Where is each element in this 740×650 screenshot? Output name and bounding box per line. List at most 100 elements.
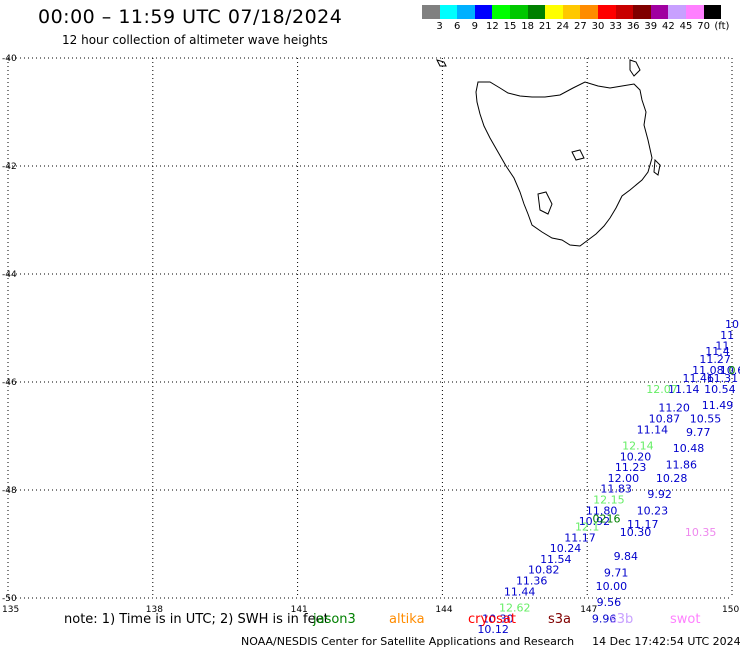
legend-swatch xyxy=(422,5,440,19)
wave-height-label: 11.46 xyxy=(682,372,714,385)
map-grid xyxy=(7,57,733,599)
wave-height-label: 9.96 xyxy=(592,612,617,625)
wave-height-label: 10.48 xyxy=(673,442,705,455)
legend-label: 42 xyxy=(662,21,675,32)
legend-swatch xyxy=(633,5,651,19)
page-title: 00:00 – 11:59 UTC 07/18/2024 xyxy=(38,6,343,28)
wave-height-label: 11.86 xyxy=(666,458,698,471)
wave-height-label: 12.62 xyxy=(499,602,531,615)
legend-label: 33 xyxy=(609,21,622,32)
legend-swatch xyxy=(685,5,704,19)
wave-height-label: 10.20 xyxy=(620,450,652,463)
wave-height-label: 12.15 xyxy=(593,494,625,507)
wave-height-label: 11 xyxy=(715,340,729,353)
wave-height-label: 11.31 xyxy=(707,372,739,385)
legend-swatches xyxy=(422,5,722,19)
wave-height-label: 10.92 xyxy=(579,515,611,528)
legend-swatch xyxy=(703,5,722,19)
legend-swatch xyxy=(527,5,546,19)
note-text: note: 1) Time is in UTC; 2) SWH is in fe… xyxy=(64,612,329,627)
legend-swatch xyxy=(509,5,528,19)
satellite-label-swot: swot xyxy=(670,612,701,627)
wave-height-label: 9.77 xyxy=(686,426,711,439)
legend-swatch xyxy=(457,5,475,19)
latitude-label: -40 xyxy=(2,54,17,64)
legend-swatch xyxy=(562,5,581,19)
wave-height-label: 12.07 xyxy=(646,383,678,396)
legend-label: 30 xyxy=(591,21,605,32)
legend-swatch xyxy=(492,5,510,19)
longitude-label: 150 xyxy=(722,605,739,615)
longitude-label: 138 xyxy=(146,605,163,615)
latitude-label: -44 xyxy=(2,270,17,280)
wave-height-label: 11.17 xyxy=(564,531,596,544)
wave-height-label: 11.08 xyxy=(692,364,724,377)
wave-height-label: 11.17 xyxy=(627,518,659,531)
legend-swatch xyxy=(615,5,634,19)
king-island-outline xyxy=(436,59,447,67)
wave-height-label: 10.6 xyxy=(720,364,740,377)
wave-height-label: 11.80 xyxy=(586,504,618,517)
latitude-label: -42 xyxy=(2,162,17,172)
footer-org: NOAA/NESDIS Center for Satellite Applica… xyxy=(241,635,575,648)
legend-label: 27 xyxy=(574,21,587,32)
page-subtitle: 12 hour collection of altimeter wave hei… xyxy=(62,33,328,47)
wave-height-label: 11.27 xyxy=(699,353,731,366)
satellite-label-cryosat: cryosat xyxy=(468,612,516,627)
latitude-labels: -40 -42 -44 -46 -48 -50 xyxy=(2,54,17,604)
legend-labels: 3 6 9 12 15 18 21 24 27 30 33 36 39 42 45 70 (ft) xyxy=(422,19,729,33)
wave-height-label: 10 xyxy=(725,318,739,331)
legend-swatch xyxy=(474,5,493,19)
wave-height-label: 10.23 xyxy=(637,504,669,517)
wave-height-label: 11.83 xyxy=(600,483,632,496)
legend-label: 70 xyxy=(697,21,710,32)
wave-height-label: 11.44 xyxy=(504,585,536,598)
wave-height-label: 12.14 xyxy=(622,440,654,453)
wave-height-label: 9.92 xyxy=(647,488,672,501)
tasmania-coastline xyxy=(436,59,661,247)
latitude-label: -46 xyxy=(2,378,17,388)
longitude-labels: 135 138 141 144 147 150 xyxy=(2,605,739,615)
legend-label: 45 xyxy=(679,21,693,32)
legend-label: 6 xyxy=(454,21,461,32)
wave-height-label: 11.23 xyxy=(615,461,647,474)
satellite-label-altika: altika xyxy=(389,612,425,627)
wave-height-label: 9.71 xyxy=(604,566,629,579)
legend-label: 24 xyxy=(556,21,570,32)
tasmania-outline xyxy=(475,81,653,247)
wave-height-label: 11.14 xyxy=(637,423,669,436)
wave-height-label: 9.84 xyxy=(614,550,639,563)
legend-label: 3 xyxy=(436,21,443,32)
wave-height-label: 12.00 xyxy=(608,472,640,485)
wave-height-label: 11.4 xyxy=(705,345,730,358)
longitude-label: 135 xyxy=(2,605,19,615)
wave-height-label: 10.54 xyxy=(704,383,736,396)
wave-height-label: 9.56 xyxy=(597,596,622,609)
wave-height-label: 10.24 xyxy=(550,542,582,555)
wave-height-label: 10.30 xyxy=(482,612,514,625)
wave-height-label: 11.49 xyxy=(702,399,734,412)
footer-timestamp: 14 Dec 17:42:54 UTC 2024 xyxy=(592,635,740,648)
flinders-island-outline xyxy=(629,59,641,77)
longitude-label: 141 xyxy=(291,605,308,615)
wave-height-label: 10.12 xyxy=(477,623,509,636)
legend-swatch xyxy=(668,5,686,19)
latitude-label: -50 xyxy=(2,594,17,604)
legend-label: 15 xyxy=(503,21,517,32)
legend-label: 12 xyxy=(486,21,499,32)
legend-label: 9 xyxy=(471,21,478,32)
longitude-label: 147 xyxy=(580,605,597,615)
satellite-label-s3b: s3b xyxy=(610,612,634,627)
footer: NOAA/NESDIS Center for Satellite Applica… xyxy=(241,635,740,648)
satellite-label-s3a: s3a xyxy=(548,612,572,627)
wave-height-label: 10.28 xyxy=(656,472,688,485)
wave-height-label: 10.00 xyxy=(596,580,628,593)
wave-height-label: 0 xyxy=(729,364,736,377)
lake-outline xyxy=(571,149,585,161)
maria-island-outline xyxy=(653,158,661,176)
wave-height-label: 11.14 xyxy=(668,383,700,396)
legend-swatch xyxy=(545,5,563,19)
wave-height-label: 10.87 xyxy=(649,413,681,426)
legend-unit: (ft) xyxy=(714,21,730,32)
